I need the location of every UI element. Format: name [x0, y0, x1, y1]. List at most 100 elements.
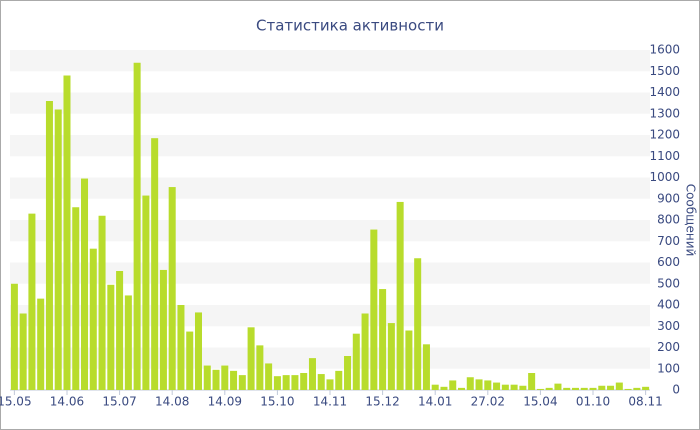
bar: [300, 373, 308, 390]
bar: [326, 379, 334, 390]
bar: [344, 356, 352, 390]
bar: [28, 213, 36, 390]
bar: [571, 387, 579, 390]
bar: [598, 385, 606, 390]
x-tick-label: 14.09: [208, 395, 242, 409]
bar: [98, 215, 106, 390]
grid-band: [10, 177, 650, 199]
bar: [642, 386, 650, 390]
bar: [230, 370, 238, 390]
bar: [405, 330, 413, 390]
x-tick-label: 15.07: [102, 395, 136, 409]
bar: [545, 387, 553, 390]
y-tick-label: 800: [657, 213, 680, 227]
x-tick-label: 14.11: [313, 395, 347, 409]
bar: [256, 345, 264, 390]
bar: [466, 377, 474, 390]
x-tick-label: 15.12: [365, 395, 399, 409]
bar: [607, 385, 615, 390]
y-tick-label: 1200: [649, 128, 680, 142]
y-axis-title: Сообщений: [684, 184, 698, 257]
y-tick-label: 400: [657, 298, 680, 312]
x-tick-label: 15.05: [0, 395, 32, 409]
bar: [440, 386, 448, 390]
bar: [501, 384, 509, 390]
y-tick-label: 600: [657, 255, 680, 269]
bar: [291, 375, 299, 390]
bar: [493, 382, 501, 390]
bar: [19, 313, 27, 390]
bar: [335, 370, 343, 390]
bar: [370, 229, 378, 390]
bar: [624, 388, 632, 390]
bar: [194, 312, 202, 390]
y-tick-label: 1400: [649, 85, 680, 99]
bar: [203, 365, 211, 390]
bar: [282, 375, 290, 390]
bar: [124, 295, 132, 390]
bar: [317, 374, 325, 390]
bar: [89, 248, 97, 390]
x-tick-label: 15.10: [260, 395, 294, 409]
y-tick-label: 100: [657, 361, 680, 375]
x-tick-label: 01.10: [576, 395, 610, 409]
bar: [519, 385, 527, 390]
bar: [475, 379, 483, 390]
y-tick-label: 0: [672, 383, 680, 397]
grid-band: [10, 347, 650, 369]
bar: [563, 387, 571, 390]
bar: [536, 388, 544, 390]
bar: [54, 109, 62, 390]
bar: [63, 75, 71, 390]
bar: [81, 178, 89, 390]
grid-band: [10, 262, 650, 284]
bar: [352, 333, 360, 390]
bar: [212, 369, 220, 390]
y-tick-label: 500: [657, 276, 680, 290]
x-tick-label: 14.06: [50, 395, 84, 409]
grid-band: [10, 135, 650, 157]
bar: [580, 387, 588, 390]
bar: [186, 331, 194, 390]
bar: [221, 365, 229, 390]
y-tick-label: 700: [657, 234, 680, 248]
bar: [45, 101, 53, 390]
bar: [484, 380, 492, 390]
grid-band: [10, 305, 650, 327]
y-tick-label: 1500: [649, 64, 680, 78]
bar: [554, 383, 562, 390]
bar: [528, 373, 536, 390]
x-tick-label: 14.08: [155, 395, 189, 409]
grid-band: [10, 220, 650, 242]
bar: [510, 384, 518, 390]
y-tick-label: 200: [657, 340, 680, 354]
bar: [72, 207, 80, 390]
bar: [449, 380, 457, 390]
bar: [107, 284, 115, 390]
grid-band: [10, 92, 650, 114]
bar: [159, 269, 167, 390]
bar: [615, 382, 623, 390]
bar: [265, 363, 273, 390]
bar: [361, 313, 369, 390]
bar: [168, 187, 176, 390]
y-tick-label: 1100: [649, 149, 680, 163]
bar: [387, 323, 395, 390]
bar: [458, 387, 466, 390]
bar: [308, 358, 316, 390]
bar: [633, 387, 641, 390]
bar: [142, 195, 150, 390]
bar: [422, 344, 430, 390]
bar: [414, 258, 422, 390]
bar: [116, 271, 124, 390]
bar: [37, 298, 45, 390]
y-tick-label: 300: [657, 319, 680, 333]
y-tick-label: 1600: [649, 43, 680, 57]
bar: [431, 384, 439, 390]
bar: [396, 201, 404, 390]
x-tick-label: 27.02: [471, 395, 505, 409]
bar: [379, 289, 387, 390]
y-tick-label: 1000: [649, 170, 680, 184]
x-tick-label: 14.01: [418, 395, 452, 409]
y-tick-label: 900: [657, 191, 680, 205]
